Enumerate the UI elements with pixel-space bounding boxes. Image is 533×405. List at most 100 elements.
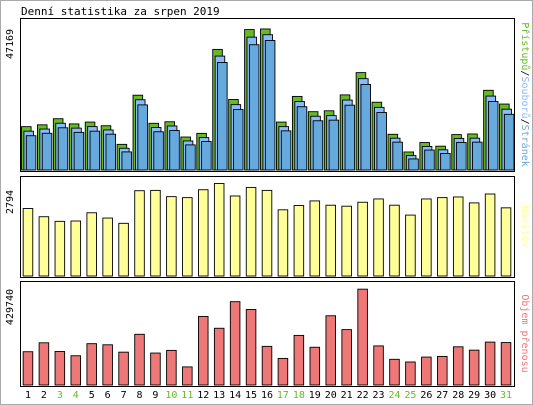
x-tick-label: 28 — [452, 390, 464, 401]
bar-objem-přenosu-12 — [198, 315, 209, 386]
bar-návštěv-9 — [150, 189, 161, 277]
legend-item: Přístupů — [519, 22, 531, 70]
bar-stránek-16 — [264, 40, 276, 171]
bar-návštěv-10 — [166, 196, 177, 277]
bar-objem-přenosu-19 — [309, 346, 321, 386]
bar-objem-přenosu-3 — [54, 351, 66, 386]
bar-stránek-18 — [296, 106, 308, 171]
x-tick-label: 23 — [373, 390, 385, 401]
bar-objem-přenosu-21 — [341, 329, 352, 386]
x-tick-label: 14 — [229, 390, 241, 401]
bar-stránek-8 — [137, 104, 148, 171]
x-tick-label: 8 — [137, 390, 143, 401]
bar-stránek-14 — [233, 109, 244, 171]
x-tick-label: 15 — [245, 390, 257, 401]
bar-návštěv-16 — [261, 189, 273, 277]
bar-stránek-17 — [280, 130, 292, 171]
x-tick-label: 25 — [404, 390, 416, 401]
bar-návštěv-22 — [357, 201, 368, 277]
bar-objem-přenosu-26 — [421, 356, 432, 386]
x-tick-label: 16 — [261, 390, 273, 401]
legend-panel-bottom: Objem přenosu — [519, 294, 531, 372]
bar-objem-přenosu-20 — [325, 315, 336, 386]
bar-návštěv-20 — [325, 204, 336, 277]
bar-objem-přenosu-5 — [86, 343, 97, 386]
bar-návštěv-30 — [484, 193, 496, 277]
y-axis-max-label: 429740 — [5, 289, 16, 325]
bar-návštěv-29 — [468, 202, 480, 277]
bar-stránek-25 — [408, 158, 419, 171]
x-tick-label: 12 — [197, 390, 209, 401]
panel-middle: 2794 Návštěv — [5, 176, 531, 278]
bar-návštěv-17 — [277, 209, 289, 277]
bar-stránek-20 — [328, 119, 340, 171]
bar-návštěv-28 — [452, 196, 464, 277]
x-axis-labels: 1 2 3 4 5 6 7 8 9 10 11 12 13 14 15 16 17 18 19 20 21 22 23 24 2… — [25, 390, 512, 401]
bar-stránek-10 — [169, 130, 180, 171]
bar-objem-přenosu-7 — [118, 351, 129, 386]
bar-objem-přenosu-14 — [229, 301, 241, 386]
bar-objem-přenosu-10 — [166, 349, 177, 386]
x-tick-label: 7 — [121, 390, 127, 401]
bar-stránek-19 — [312, 120, 324, 171]
bar-návštěv-18 — [293, 205, 305, 277]
bar-objem-přenosu-2 — [38, 342, 50, 386]
bar-objem-přenosu-8 — [134, 333, 145, 386]
bar-objem-přenosu-25 — [405, 361, 416, 386]
bar-stránek-15 — [248, 44, 260, 171]
bar-návštěv-15 — [245, 186, 257, 277]
bar-stránek-7 — [121, 151, 132, 171]
bar-stránek-24 — [392, 141, 403, 171]
x-tick-label: 9 — [152, 390, 158, 401]
bar-objem-přenosu-1 — [22, 351, 34, 386]
x-tick-label: 18 — [293, 390, 305, 401]
bar-návštěv-14 — [229, 195, 241, 277]
y-axis-max-label: 2794 — [5, 190, 16, 214]
x-tick-label: 17 — [277, 390, 289, 401]
bar-návštěv-8 — [134, 190, 145, 277]
x-tick-label: 26 — [420, 390, 432, 401]
bar-objem-přenosu-4 — [70, 355, 82, 386]
legend-item: Objem přenosu — [519, 294, 531, 372]
bar-návštěv-5 — [86, 212, 97, 277]
bar-návštěv-11 — [182, 197, 193, 277]
bar-objem-přenosu-31 — [500, 342, 512, 386]
bar-návštěv-27 — [437, 197, 448, 277]
bar-návštěv-24 — [389, 204, 400, 277]
panel-top: 47169 Přístupů/Souborů/Stránek — [5, 18, 531, 172]
bar-návštěv-25 — [405, 214, 416, 277]
legend-item: / — [519, 119, 530, 125]
bar-stránek-5 — [89, 130, 101, 171]
bar-stránek-2 — [41, 132, 53, 171]
bar-stránek-9 — [153, 131, 164, 171]
x-tick-label: 31 — [500, 390, 512, 401]
legend-item: Stránek — [519, 125, 531, 167]
bar-objem-přenosu-11 — [182, 366, 193, 386]
legend-item: / — [519, 70, 530, 76]
bar-stránek-29 — [472, 141, 483, 171]
bar-stránek-23 — [376, 112, 387, 171]
legend-panel-top: Přístupů/Souborů/Stránek — [519, 22, 531, 167]
bar-stránek-1 — [25, 135, 37, 171]
bar-stránek-11 — [185, 144, 196, 171]
x-tick-label: 22 — [357, 390, 369, 401]
bar-stránek-27 — [440, 152, 451, 171]
x-tick-label: 4 — [73, 390, 79, 401]
bar-stránek-12 — [201, 141, 212, 171]
bar-objem-přenosu-22 — [357, 288, 368, 386]
bar-objem-přenosu-24 — [389, 358, 400, 386]
bar-objem-přenosu-18 — [293, 334, 305, 386]
bar-stránek-26 — [424, 149, 435, 171]
bar-objem-přenosu-17 — [277, 357, 289, 386]
x-tick-label: 21 — [341, 390, 353, 401]
bar-návštěv-19 — [309, 200, 321, 277]
x-tick-label: 10 — [165, 390, 177, 401]
bar-stránek-4 — [73, 131, 85, 171]
x-tick-label: 19 — [309, 390, 321, 401]
x-tick-label: 5 — [89, 390, 95, 401]
bar-stránek-13 — [217, 62, 228, 171]
bar-návštěv-23 — [373, 198, 384, 277]
legend-item: Návštěv — [519, 205, 531, 247]
bar-objem-přenosu-16 — [261, 345, 273, 386]
